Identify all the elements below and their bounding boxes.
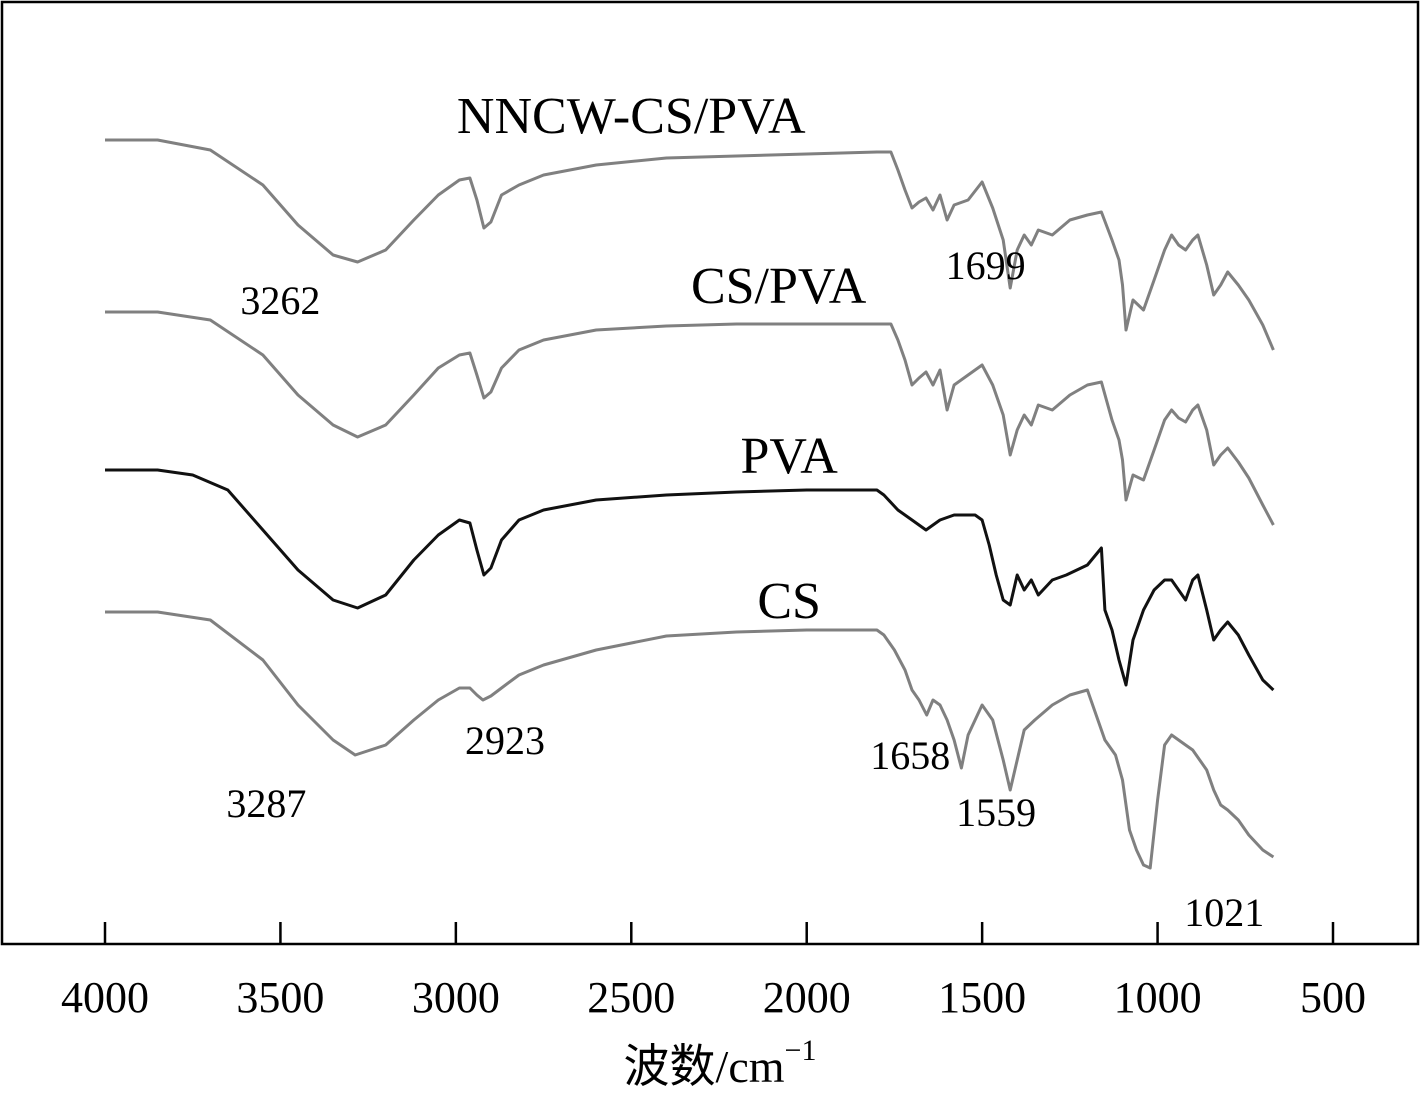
series-group <box>105 138 1275 870</box>
series-label-pva: PVA <box>741 428 839 485</box>
peak-annotation-1559: 1559 <box>956 790 1036 835</box>
series-line-cs <box>105 610 1275 870</box>
x-axis-title: 波数/cm−1 <box>624 1034 817 1092</box>
x-tick-label-3500: 3500 <box>236 973 324 1022</box>
x-tick-label-3000: 3000 <box>412 973 500 1022</box>
series-labels: NNCW-CS/PVA CS/PVA PVA CS <box>457 88 867 630</box>
x-tick-label-4000: 4000 <box>61 973 149 1022</box>
peak-annotation-1658: 1658 <box>870 733 950 778</box>
peak-annotation-3262: 3262 <box>240 278 320 323</box>
series-line-cs-pva <box>105 310 1275 526</box>
x-axis-ticks: 4000 3500 3000 2500 2000 1500 1000 500 <box>61 922 1366 1022</box>
peak-annotation-1021: 1021 <box>1184 890 1264 935</box>
plot-frame <box>0 0 1420 946</box>
x-tick-label-2500: 2500 <box>587 973 675 1022</box>
peak-annotation-1699: 1699 <box>946 243 1026 288</box>
series-label-nncw-cs-pva: NNCW-CS/PVA <box>457 88 806 145</box>
x-tick-label-2000: 2000 <box>763 973 851 1022</box>
series-label-cs-pva: CS/PVA <box>691 258 867 315</box>
series-label-cs: CS <box>757 573 821 630</box>
x-tick-label-1500: 1500 <box>938 973 1026 1022</box>
x-tick-label-500: 500 <box>1300 973 1366 1022</box>
series-line-pva <box>105 468 1275 692</box>
x-tick-label-1000: 1000 <box>1114 973 1202 1022</box>
series-line-nncw-cs-pva <box>105 138 1275 351</box>
peak-annotation-2923: 2923 <box>465 718 545 763</box>
peak-annotation-3287: 3287 <box>226 781 306 826</box>
